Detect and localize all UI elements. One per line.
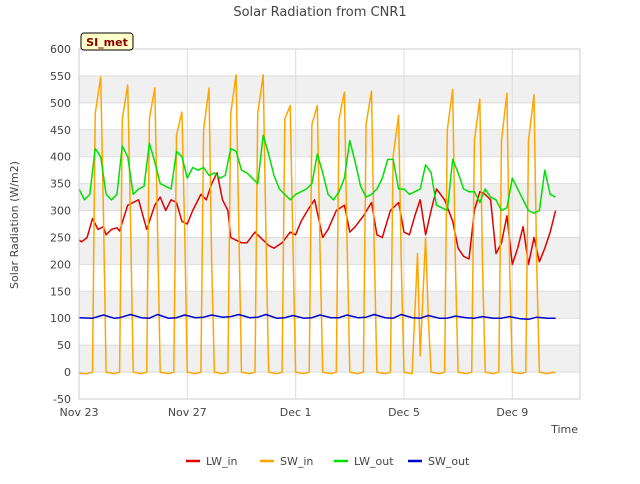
series-line-lw-out xyxy=(78,134,556,214)
plot-background xyxy=(79,49,580,399)
x-tick-label: Dec 5 xyxy=(388,406,420,419)
y-tick-label: 0 xyxy=(64,366,71,379)
y-tick-label: 450 xyxy=(50,124,71,137)
legend: LW_in SW_in LW_out SW_out xyxy=(186,455,470,468)
y-axis-label: Solar Radiation (W/m2) xyxy=(8,161,21,289)
legend-label-sw-in: SW_in xyxy=(280,455,313,468)
y-tick-label: 250 xyxy=(50,231,71,244)
y-tick-label: 200 xyxy=(50,258,71,271)
y-tick-label: 50 xyxy=(57,339,71,352)
grid-band xyxy=(79,237,580,265)
series-line-sw-out xyxy=(78,313,556,321)
series-line-sw-in xyxy=(78,74,556,375)
y-tick-label: 100 xyxy=(50,312,71,325)
grid-band xyxy=(79,75,580,103)
badge-label: SI_met xyxy=(86,36,128,49)
x-tick-label: Dec 1 xyxy=(280,406,312,419)
y-tick-label: 550 xyxy=(50,70,71,83)
y-tick-label: -50 xyxy=(53,393,71,406)
axis-layer: -50 0 50 100 150 200 250 300 350 400 450 500 550 600 N… xyxy=(50,43,581,419)
grid-band xyxy=(79,183,580,211)
badge-box xyxy=(80,32,134,51)
x-tick-label: Nov 27 xyxy=(168,406,207,419)
plot-border xyxy=(78,48,581,400)
x-tick-label: Dec 9 xyxy=(496,406,528,419)
y-tick-label: 600 xyxy=(50,43,71,56)
x-tick-label: Nov 23 xyxy=(60,406,99,419)
plot-area xyxy=(78,48,580,400)
y-tick-label: 300 xyxy=(50,205,71,218)
grid-band xyxy=(79,129,580,157)
series-layer xyxy=(78,74,557,375)
chart-title: Solar Radiation from CNR1 xyxy=(233,5,406,20)
y-tick-label: 400 xyxy=(50,151,71,164)
legend-label-lw-in: LW_in xyxy=(206,455,238,468)
badge: SI_met xyxy=(80,32,134,51)
legend-label-lw-out: LW_out xyxy=(354,455,394,468)
grid-band xyxy=(79,345,580,373)
legend-label-sw-out: SW_out xyxy=(428,455,470,468)
y-tick-label: 350 xyxy=(50,178,71,191)
y-tick-label: 500 xyxy=(50,97,71,110)
y-tick-label: 150 xyxy=(50,285,71,298)
grid-band xyxy=(79,291,580,319)
x-axis-label: Time xyxy=(550,423,578,436)
